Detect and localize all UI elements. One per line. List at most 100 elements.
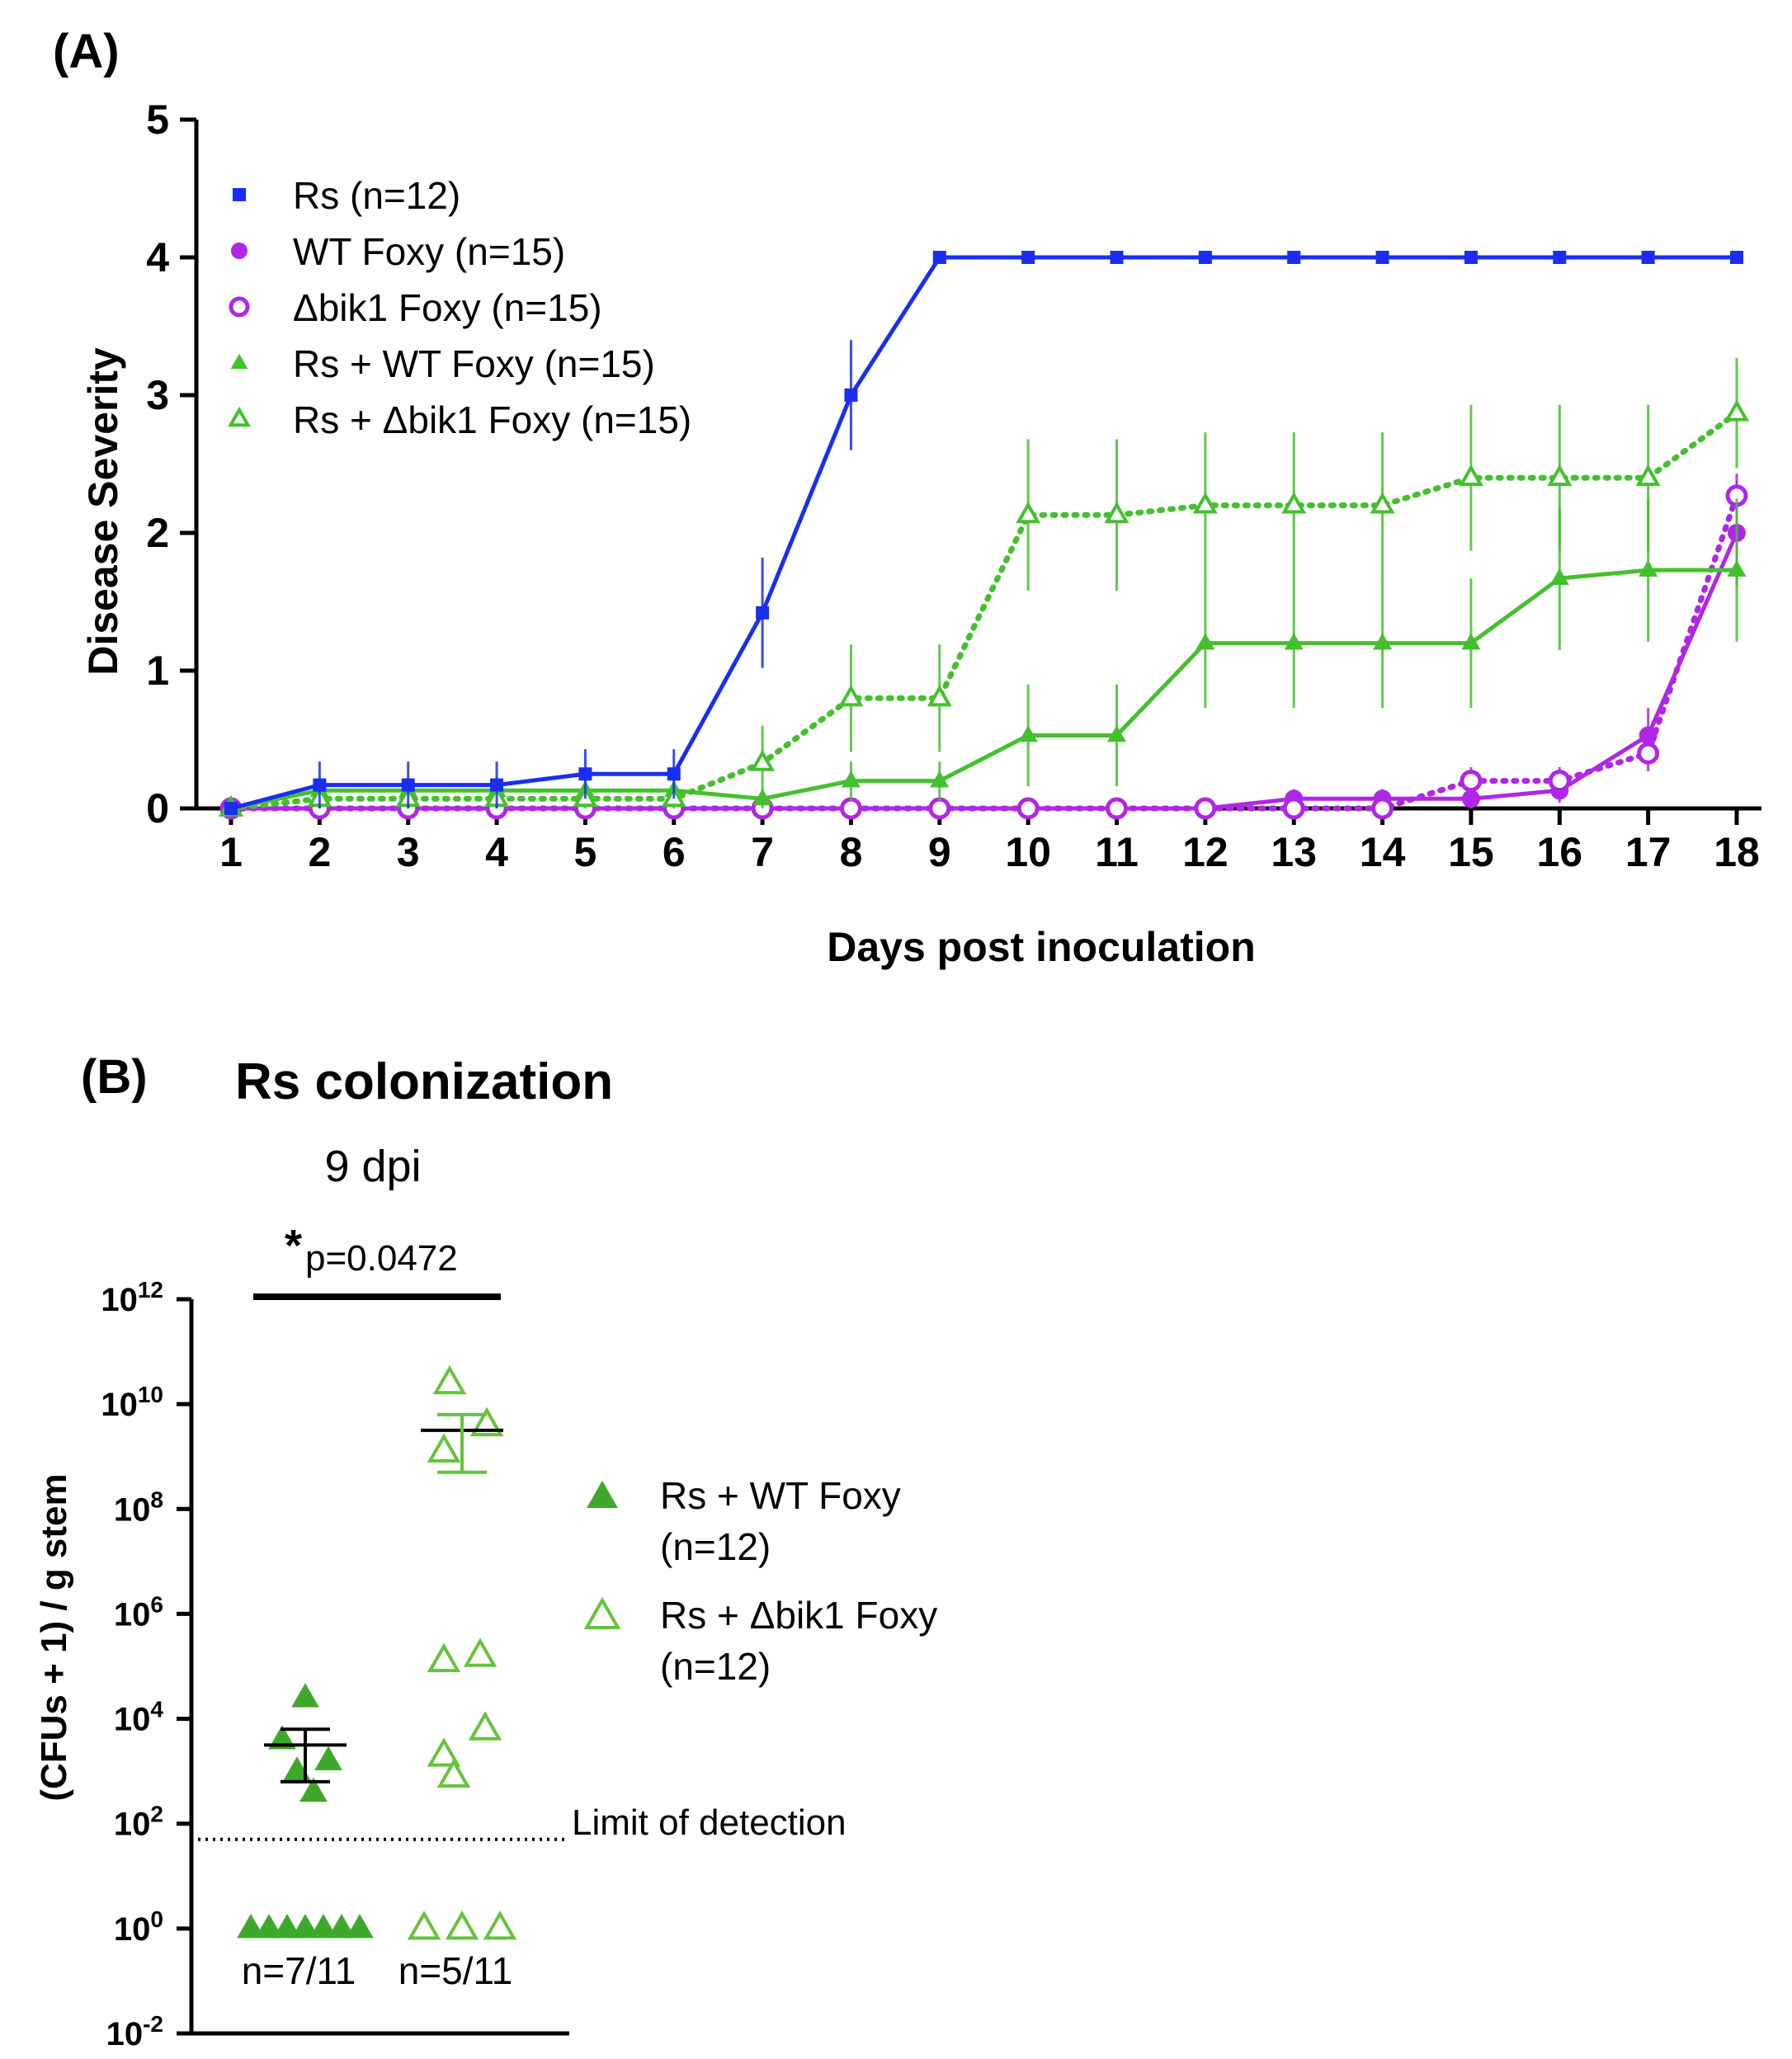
series-line bbox=[230, 255, 1737, 811]
data-point bbox=[928, 797, 951, 820]
data-point bbox=[1192, 492, 1218, 514]
data-point bbox=[1198, 251, 1212, 264]
data-point bbox=[401, 778, 415, 792]
x-tick-label: 4 bbox=[485, 829, 508, 875]
y-tick-label: 108 bbox=[114, 1487, 163, 1528]
data-point bbox=[463, 1637, 498, 1667]
data-point bbox=[1727, 559, 1747, 577]
data-point bbox=[1549, 568, 1569, 586]
data-point bbox=[1461, 633, 1481, 650]
data-point bbox=[1460, 770, 1483, 793]
legend-label: Rs + Δbik1 Foxy (n=15) bbox=[293, 398, 691, 441]
series-2 bbox=[222, 480, 1746, 817]
y-tick-label: 0 bbox=[146, 785, 169, 832]
data-point bbox=[1104, 501, 1129, 524]
data-point bbox=[1106, 725, 1127, 742]
group-2: n=5/11 bbox=[398, 1364, 517, 1992]
legend-marker bbox=[583, 1596, 621, 1629]
panel-b-label: (B) bbox=[81, 1050, 148, 1104]
panel-a-y-axis-label: Disease Severity bbox=[80, 347, 126, 676]
data-point bbox=[1724, 399, 1749, 422]
data-point bbox=[838, 685, 864, 707]
data-point bbox=[436, 1758, 471, 1788]
series-3 bbox=[219, 474, 1748, 820]
data-point bbox=[313, 778, 327, 792]
series-5 bbox=[219, 357, 1749, 817]
y-tick-label: 1010 bbox=[101, 1382, 163, 1423]
group-1: n=7/11 bbox=[237, 1683, 374, 1992]
legend-label-n: (n=12) bbox=[660, 1525, 771, 1568]
series-4 bbox=[221, 498, 1747, 815]
zero-point bbox=[237, 1914, 265, 1939]
limit-label: Limit of detection bbox=[572, 1802, 846, 1843]
panel-b: (B) Rs colonization 9 dpi 1012 1010 108 106… bbox=[34, 1050, 937, 2052]
legend-label-n: (n=12) bbox=[660, 1645, 771, 1688]
data-point bbox=[1021, 251, 1035, 264]
data-point bbox=[291, 1683, 319, 1708]
y-tick-label: 100 bbox=[114, 1906, 163, 1948]
data-point bbox=[1106, 797, 1129, 820]
x-tick-label: 11 bbox=[1095, 829, 1139, 875]
y-tick-label: 10-2 bbox=[106, 2011, 163, 2052]
panel-a-series bbox=[219, 251, 1749, 820]
panel-a-legend: Rs (n=12) WT Foxy (n=15) Δbik1 Foxy (n=15)… bbox=[228, 174, 691, 441]
x-tick-label: 15 bbox=[1448, 829, 1494, 875]
data-point bbox=[756, 605, 770, 620]
data-point bbox=[1458, 464, 1483, 487]
data-point bbox=[750, 749, 776, 771]
panel-b-legend: Rs + WT Foxy (n=12) Rs + Δbik1 Foxy (n=12) bbox=[583, 1474, 937, 1688]
data-point bbox=[427, 1642, 461, 1673]
legend-label: Rs + Δbik1 Foxy bbox=[660, 1594, 937, 1637]
series-line bbox=[231, 531, 1739, 811]
count-label: n=7/11 bbox=[242, 1949, 356, 1992]
data-point bbox=[1284, 633, 1304, 650]
legend-marker bbox=[231, 243, 248, 259]
x-tick-label: 14 bbox=[1360, 829, 1406, 875]
data-point bbox=[1464, 251, 1478, 264]
y-tick-label: 5 bbox=[146, 97, 169, 143]
y-tick-label: 4 bbox=[146, 234, 169, 280]
data-point bbox=[1547, 464, 1573, 487]
series-1 bbox=[224, 251, 1743, 815]
x-tick-label: 8 bbox=[840, 829, 863, 875]
panel-a-x-axis-label: Days post inoculation bbox=[827, 924, 1256, 970]
data-point bbox=[841, 770, 861, 788]
zero-point bbox=[255, 1914, 283, 1939]
data-point bbox=[667, 767, 681, 781]
data-point bbox=[468, 1711, 502, 1741]
x-tick-label: 5 bbox=[574, 829, 597, 875]
zero-point bbox=[346, 1914, 374, 1939]
panel-b-title: Rs colonization bbox=[235, 1053, 613, 1110]
legend-marker bbox=[230, 353, 248, 370]
data-point bbox=[469, 1406, 504, 1437]
x-tick-label: 9 bbox=[928, 829, 951, 875]
data-point bbox=[268, 1725, 296, 1750]
data-point bbox=[1016, 797, 1040, 820]
data-point bbox=[1287, 251, 1301, 264]
zero-point bbox=[445, 1910, 479, 1940]
data-point bbox=[1282, 797, 1305, 820]
legend-marker bbox=[228, 406, 251, 427]
data-point bbox=[427, 1737, 461, 1767]
zero-point bbox=[483, 1910, 517, 1940]
panel-b-y-axis-label: (CFUs + 1) / g stem bbox=[34, 1473, 74, 1801]
data-point bbox=[1635, 464, 1661, 487]
data-point bbox=[1110, 251, 1124, 264]
panel-b-points: n=7/11 n=5/11 bbox=[237, 1364, 517, 1992]
y-tick-label: 102 bbox=[114, 1802, 163, 1843]
zero-point bbox=[407, 1910, 441, 1940]
series-line bbox=[230, 568, 1737, 811]
y-tick-label: 3 bbox=[146, 372, 169, 418]
legend-label: WT Foxy (n=15) bbox=[293, 230, 565, 273]
data-point bbox=[1373, 633, 1393, 650]
legend-label: Δbik1 Foxy (n=15) bbox=[293, 286, 602, 329]
x-tick-label: 17 bbox=[1625, 829, 1672, 875]
legend-marker bbox=[587, 1480, 618, 1508]
y-tick-label: 106 bbox=[114, 1591, 163, 1633]
count-label: n=5/11 bbox=[398, 1949, 513, 1992]
data-point bbox=[1548, 770, 1571, 793]
data-point bbox=[1637, 742, 1660, 765]
data-point bbox=[1281, 492, 1307, 514]
